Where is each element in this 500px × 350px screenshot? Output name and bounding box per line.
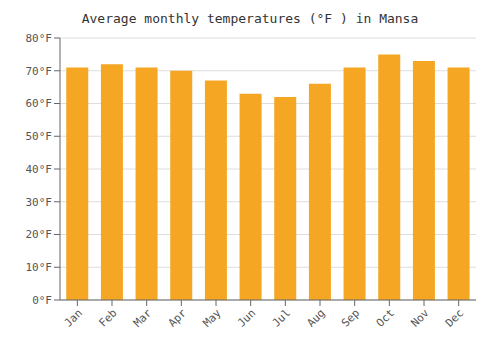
svg-text:30°F: 30°F	[26, 196, 53, 209]
svg-text:40°F: 40°F	[26, 163, 53, 176]
svg-text:Nov: Nov	[408, 306, 432, 330]
svg-text:Apr: Apr	[166, 306, 190, 330]
svg-text:Sep: Sep	[339, 306, 362, 329]
svg-text:50°F: 50°F	[26, 130, 53, 143]
svg-text:20°F: 20°F	[26, 228, 53, 241]
svg-text:0°F: 0°F	[32, 294, 52, 307]
svg-text:Jul: Jul	[270, 306, 293, 329]
svg-text:Feb: Feb	[96, 306, 119, 329]
svg-text:Jan: Jan	[62, 306, 85, 329]
svg-text:Aug: Aug	[304, 306, 327, 329]
svg-text:80°F: 80°F	[26, 32, 53, 45]
svg-text:May: May	[200, 306, 224, 330]
svg-text:Jun: Jun	[235, 306, 258, 329]
svg-text:10°F: 10°F	[26, 261, 53, 274]
html-text:Average monthly temperatures (: Average monthly temperatures (°F ) in Ma…	[81, 11, 419, 26]
svg-text:Mar: Mar	[131, 306, 155, 330]
svg-text:Oct: Oct	[374, 306, 397, 329]
svg-text:Dec: Dec	[443, 306, 466, 329]
svg-text:70°F: 70°F	[26, 65, 53, 78]
svg-text:60°F: 60°F	[26, 97, 53, 110]
